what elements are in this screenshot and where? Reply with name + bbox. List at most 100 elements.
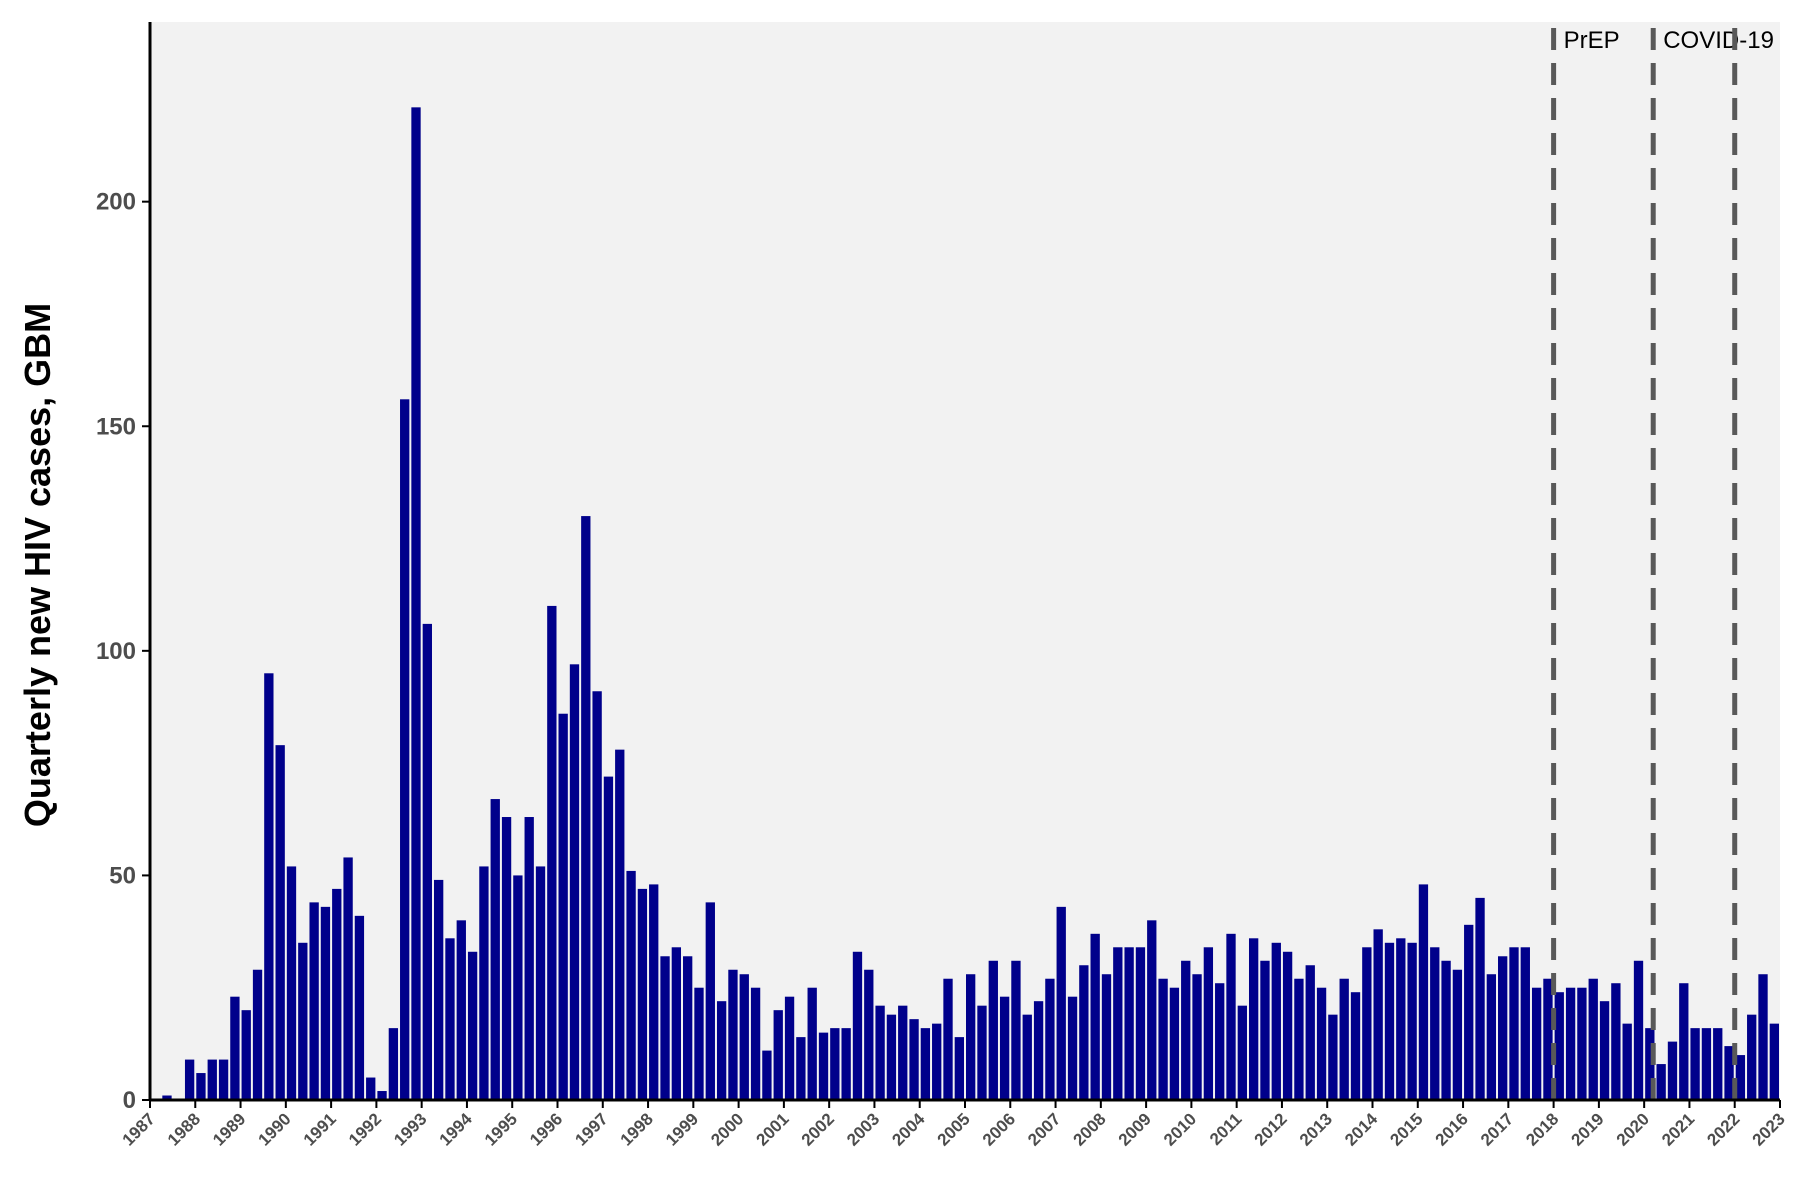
bar <box>1633 960 1644 1100</box>
bar <box>909 1019 919 1100</box>
bar <box>1090 933 1100 1100</box>
bar <box>1735 1055 1746 1100</box>
bar <box>875 1005 885 1100</box>
bar <box>1260 960 1270 1100</box>
bar <box>898 1005 908 1100</box>
bar <box>286 866 297 1100</box>
bar <box>1667 1041 1678 1100</box>
event-lines: PrEP COVID-19 <box>1551 27 1774 1100</box>
bar <box>1271 942 1281 1100</box>
bar <box>513 875 523 1100</box>
x-tick-label: 2023 <box>1749 1109 1789 1149</box>
bar <box>1215 983 1225 1100</box>
bar <box>298 942 308 1100</box>
bar <box>1294 978 1304 1100</box>
x-tick-label: 2015 <box>1386 1109 1426 1149</box>
bar <box>309 902 319 1100</box>
bar <box>1079 965 1089 1100</box>
bar <box>615 749 625 1100</box>
x-tick-label: 2002 <box>798 1109 838 1149</box>
x-tick-label: 2016 <box>1432 1109 1472 1149</box>
bar <box>886 1014 897 1100</box>
bar <box>411 107 421 1101</box>
bar <box>852 951 863 1100</box>
bar <box>1531 987 1542 1100</box>
bar <box>1690 1028 1700 1100</box>
bar <box>649 884 659 1100</box>
bar <box>864 969 874 1100</box>
x-tick-label: 2007 <box>1024 1109 1064 1149</box>
y-tick-label: 0 <box>123 1087 136 1114</box>
bar <box>1486 974 1497 1100</box>
bar <box>479 866 489 1100</box>
y-tick-label: 100 <box>96 638 136 665</box>
bar <box>660 956 670 1100</box>
bar <box>1679 983 1689 1100</box>
bar <box>1067 996 1078 1100</box>
bar <box>1135 947 1146 1100</box>
bar <box>218 1059 229 1100</box>
bar <box>807 987 817 1100</box>
bar <box>433 879 444 1100</box>
bar <box>920 1028 931 1100</box>
bar <box>988 960 998 1100</box>
bar <box>1565 987 1576 1100</box>
bar <box>162 1095 172 1100</box>
x-tick-label: 2004 <box>888 1109 929 1150</box>
bar <box>320 906 331 1100</box>
bar <box>705 902 715 1100</box>
bar <box>1520 947 1530 1100</box>
bar <box>818 1032 829 1101</box>
bar <box>1328 1014 1338 1100</box>
bar <box>1713 1028 1723 1100</box>
bar <box>1441 960 1451 1100</box>
bar <box>1543 978 1553 1100</box>
y-ticks: 0 50 100 150 200 <box>96 189 150 1114</box>
bar <box>1509 947 1519 1100</box>
bar <box>524 817 534 1100</box>
x-tick-label: 2011 <box>1206 1109 1246 1149</box>
bar <box>1305 965 1315 1100</box>
bar <box>1056 906 1066 1100</box>
y-tick-label: 150 <box>96 413 136 440</box>
bar <box>1203 947 1214 1100</box>
bar <box>830 1028 840 1100</box>
bar <box>592 691 602 1100</box>
bar <box>626 870 636 1100</box>
bar <box>796 1037 806 1100</box>
x-tick-label: 1991 <box>300 1109 340 1149</box>
bar <box>1169 987 1180 1100</box>
bar <box>547 605 557 1100</box>
x-tick-label: 2010 <box>1160 1109 1200 1149</box>
bar <box>354 915 365 1100</box>
x-tick-label: 1994 <box>436 1109 477 1150</box>
event-label: COVID-19 <box>1663 27 1774 54</box>
bar <box>943 978 953 1100</box>
bar <box>456 920 466 1100</box>
bar <box>1656 1064 1666 1100</box>
bar <box>1758 974 1768 1100</box>
bar <box>954 1037 964 1100</box>
bar <box>784 996 795 1100</box>
bar <box>841 1028 851 1100</box>
bar <box>966 974 976 1100</box>
bar <box>1452 969 1463 1100</box>
bar <box>977 1005 987 1100</box>
bar <box>637 888 648 1100</box>
bar <box>750 987 761 1100</box>
bar <box>230 996 240 1100</box>
x-tick-label: 2017 <box>1477 1109 1517 1149</box>
bar <box>207 1059 217 1100</box>
x-tick-label: 2000 <box>707 1109 747 1149</box>
bar <box>1701 1028 1712 1100</box>
x-tick-label: 2008 <box>1069 1109 1109 1149</box>
x-tick-label: 1992 <box>345 1109 385 1149</box>
bar <box>739 974 749 1100</box>
bar <box>1181 960 1191 1100</box>
bar <box>1158 978 1168 1100</box>
bar <box>1248 938 1259 1100</box>
bar <box>196 1073 206 1100</box>
plot-background <box>150 22 1780 1100</box>
bar <box>1373 929 1383 1100</box>
